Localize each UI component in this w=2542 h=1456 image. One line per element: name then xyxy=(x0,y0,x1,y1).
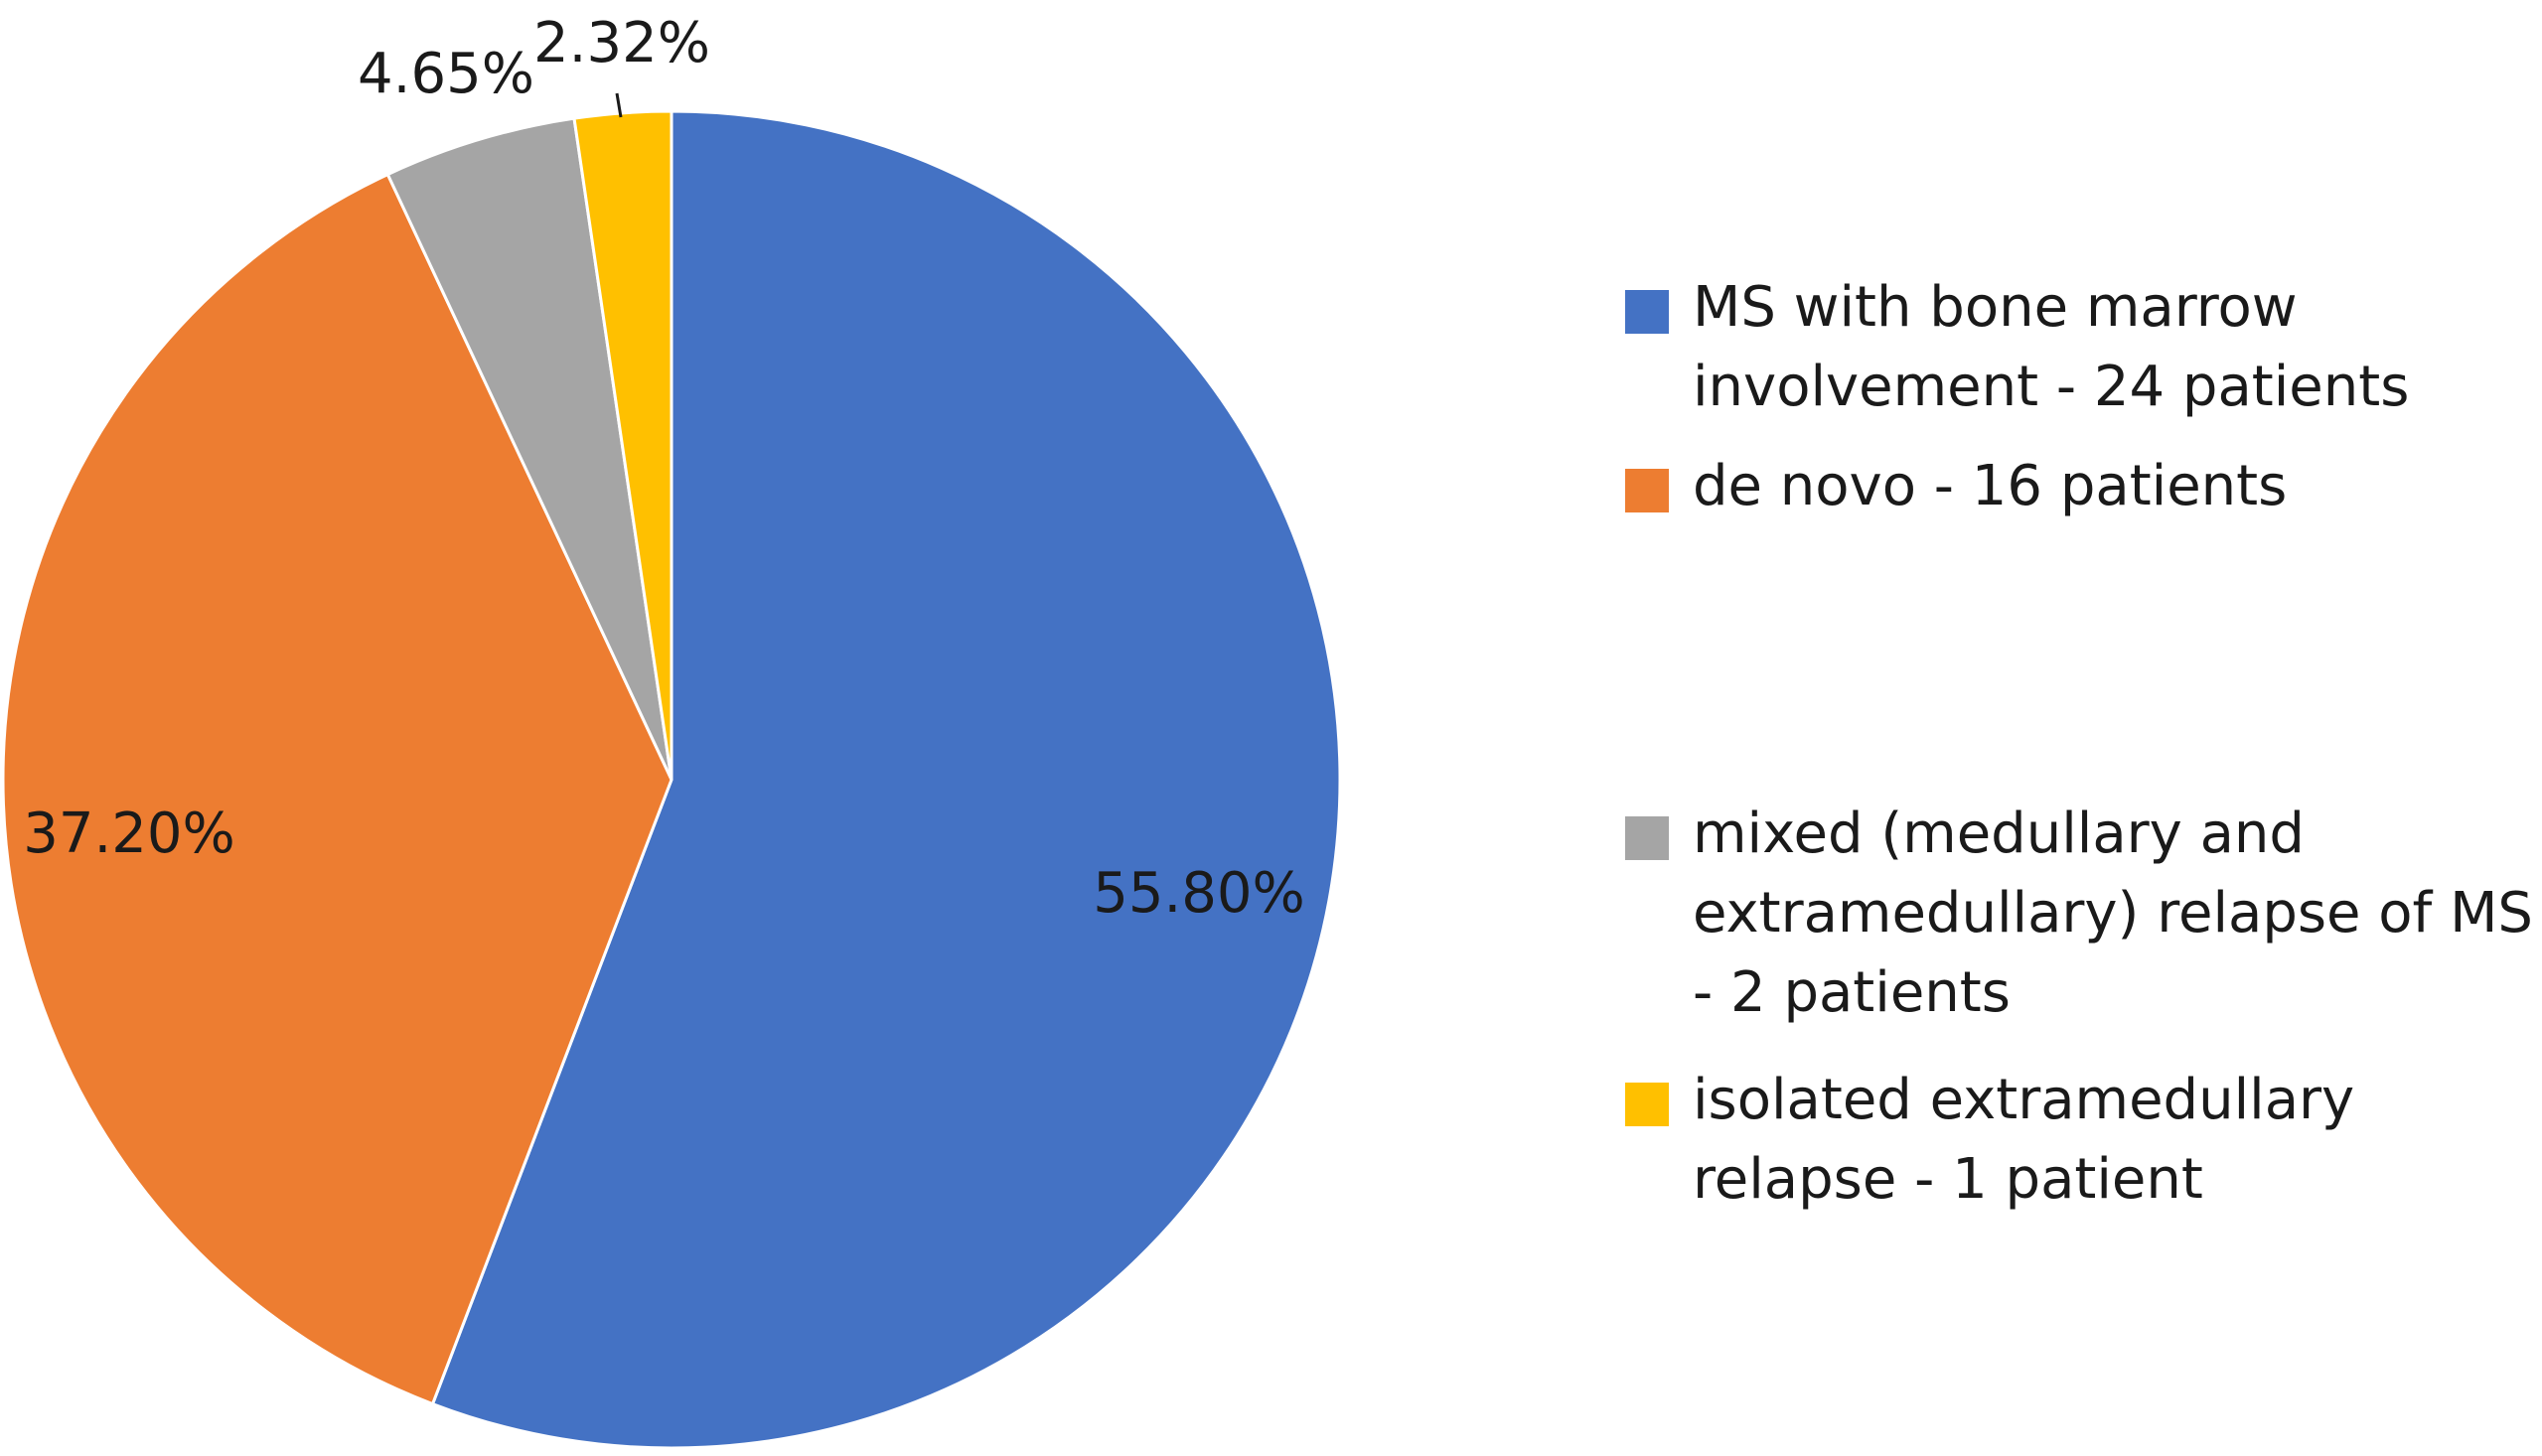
slice-de-novo xyxy=(1,172,673,1406)
legend-label: de novo - 16 patients xyxy=(1693,454,2288,518)
legend-item-ms-bone-marrow: MS with bone marrow involvement - 24 pat… xyxy=(1625,268,2539,427)
pie-slices xyxy=(1,109,1342,1450)
legend-label: mixed (medullary and extramedullary) rel… xyxy=(1693,801,2533,1025)
legend-swatch xyxy=(1625,469,1669,512)
legend-item-mixed-relapse: mixed (medullary and extramedullary) rel… xyxy=(1625,795,2539,1033)
label-ms-bone-marrow-percent: 55.80% xyxy=(1093,861,1305,926)
leader-line-isolated-extramedullary xyxy=(615,92,623,118)
legend-item-de-novo: de novo - 16 patients xyxy=(1625,447,2539,526)
slice-isolated-extramedullary xyxy=(572,109,673,781)
label-mixed-relapse-percent: 4.65% xyxy=(358,42,534,106)
legend-label: isolated extramedullary relapse - 1 pati… xyxy=(1693,1068,2355,1212)
slice-ms-bone-marrow xyxy=(430,109,1342,1450)
legend-item-isolated-extramedullary: isolated extramedullary relapse - 1 pati… xyxy=(1625,1061,2539,1220)
slice-mixed-relapse xyxy=(385,116,673,781)
legend-swatch xyxy=(1625,290,1669,334)
legend-swatch xyxy=(1625,1083,1669,1126)
leader-lines xyxy=(615,92,623,118)
label-isolated-extramedullary-percent: 2.32% xyxy=(533,11,710,75)
label-de-novo-percent: 37.20% xyxy=(23,801,235,866)
legend-label: MS with bone marrow involvement - 24 pat… xyxy=(1693,275,2410,419)
legend-swatch xyxy=(1625,816,1669,860)
percent-labels: 55.80% 37.20% 4.65% 2.32% xyxy=(23,11,1305,926)
